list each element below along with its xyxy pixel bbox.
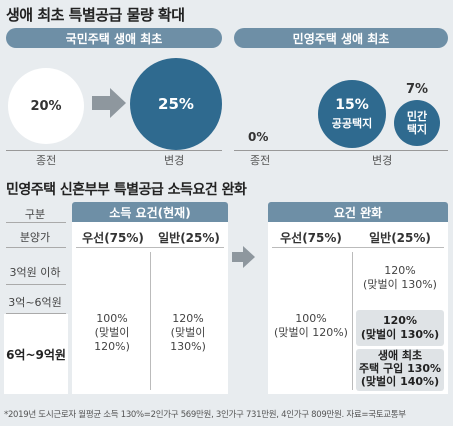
current-divider-v (150, 252, 151, 390)
private-label-2: 택지 (406, 123, 428, 136)
left-after-label: 변경 (164, 154, 185, 167)
right-baseline (234, 150, 448, 151)
row-label-3: 6억~9억원 (6, 347, 66, 362)
before-circle: 20% (8, 68, 84, 144)
current-priority-value: 100% (맞벌이 120%) (94, 312, 130, 353)
after-value: 25% (158, 95, 194, 113)
current-general-label: 일반(25%) (158, 231, 220, 245)
footnote: *2019년 도시근로자 월평균 소득 130%=2인가구 569만원, 3인가… (4, 410, 406, 420)
after-circle: 25% (130, 58, 222, 150)
row-label-2: 3억~6억원 (8, 296, 62, 309)
relaxed-divider-h (272, 247, 444, 248)
highlight-row: 6억~9억원 (4, 314, 68, 394)
before-value: 20% (30, 98, 62, 114)
current-header: 소득 요건(현재) (72, 202, 228, 222)
row-header-category: 구분 (24, 208, 46, 221)
public-circle: 15% 공공택지 (318, 80, 386, 148)
relaxed-priority-value: 100% (맞벌이 120%) (274, 312, 348, 339)
public-label: 공공택지 (331, 117, 373, 130)
current-general-value: 120% (맞벌이 130%) (170, 312, 206, 353)
current-priority-label: 우선(75%) (82, 231, 144, 245)
section2-title: 민영주택 신혼부부 특별공급 소득요건 완화 (6, 182, 247, 198)
relaxed-general-value-2: 120% (맞벌이 130%) (356, 310, 444, 346)
left-header: 국민주택 생애 최초 (6, 28, 222, 48)
table-arrow-shaft (232, 252, 244, 262)
relaxed-header: 요건 완화 (268, 202, 448, 222)
row-divider (6, 313, 66, 314)
row-divider (6, 284, 66, 285)
section1-title: 생애 최초 특별공급 물량 확대 (6, 6, 185, 24)
private-value: 7% (406, 82, 429, 97)
row-divider (6, 247, 66, 248)
row-header-price: 분양가 (19, 231, 51, 244)
relaxed-general-value-3: 생애 최초 주택 구입 130% (맞벌이 140%) (356, 349, 444, 391)
public-value: 15% (335, 97, 369, 113)
relaxed-divider-v (352, 252, 353, 390)
relaxed-general-label: 일반(25%) (369, 231, 431, 245)
private-circle: 민간 택지 (394, 100, 440, 146)
right-after-label: 변경 (372, 154, 393, 167)
private-label-1: 민간 (406, 110, 428, 123)
right-before-value: 0% (248, 130, 269, 144)
arrow-right-icon (243, 246, 255, 268)
left-before-label: 종전 (36, 154, 57, 167)
relaxed-general-value-1: 120% (맞벌이 130%) (363, 264, 437, 291)
relaxed-priority-label: 우선(75%) (280, 231, 342, 245)
arrow-right-icon (110, 88, 126, 118)
right-before-label: 종전 (250, 154, 271, 167)
right-header: 민영주택 생애 최초 (234, 28, 448, 48)
left-baseline (6, 150, 222, 151)
current-divider-h (76, 247, 224, 248)
row-divider (6, 222, 66, 223)
arrow-shaft (92, 96, 112, 110)
row-label-1: 3억원 이하 (9, 266, 61, 279)
